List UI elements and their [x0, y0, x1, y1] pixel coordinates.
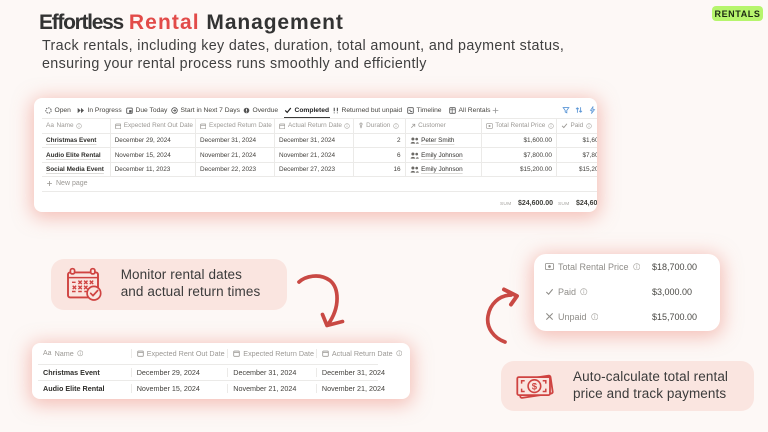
svg-text:$: $ [532, 381, 538, 392]
